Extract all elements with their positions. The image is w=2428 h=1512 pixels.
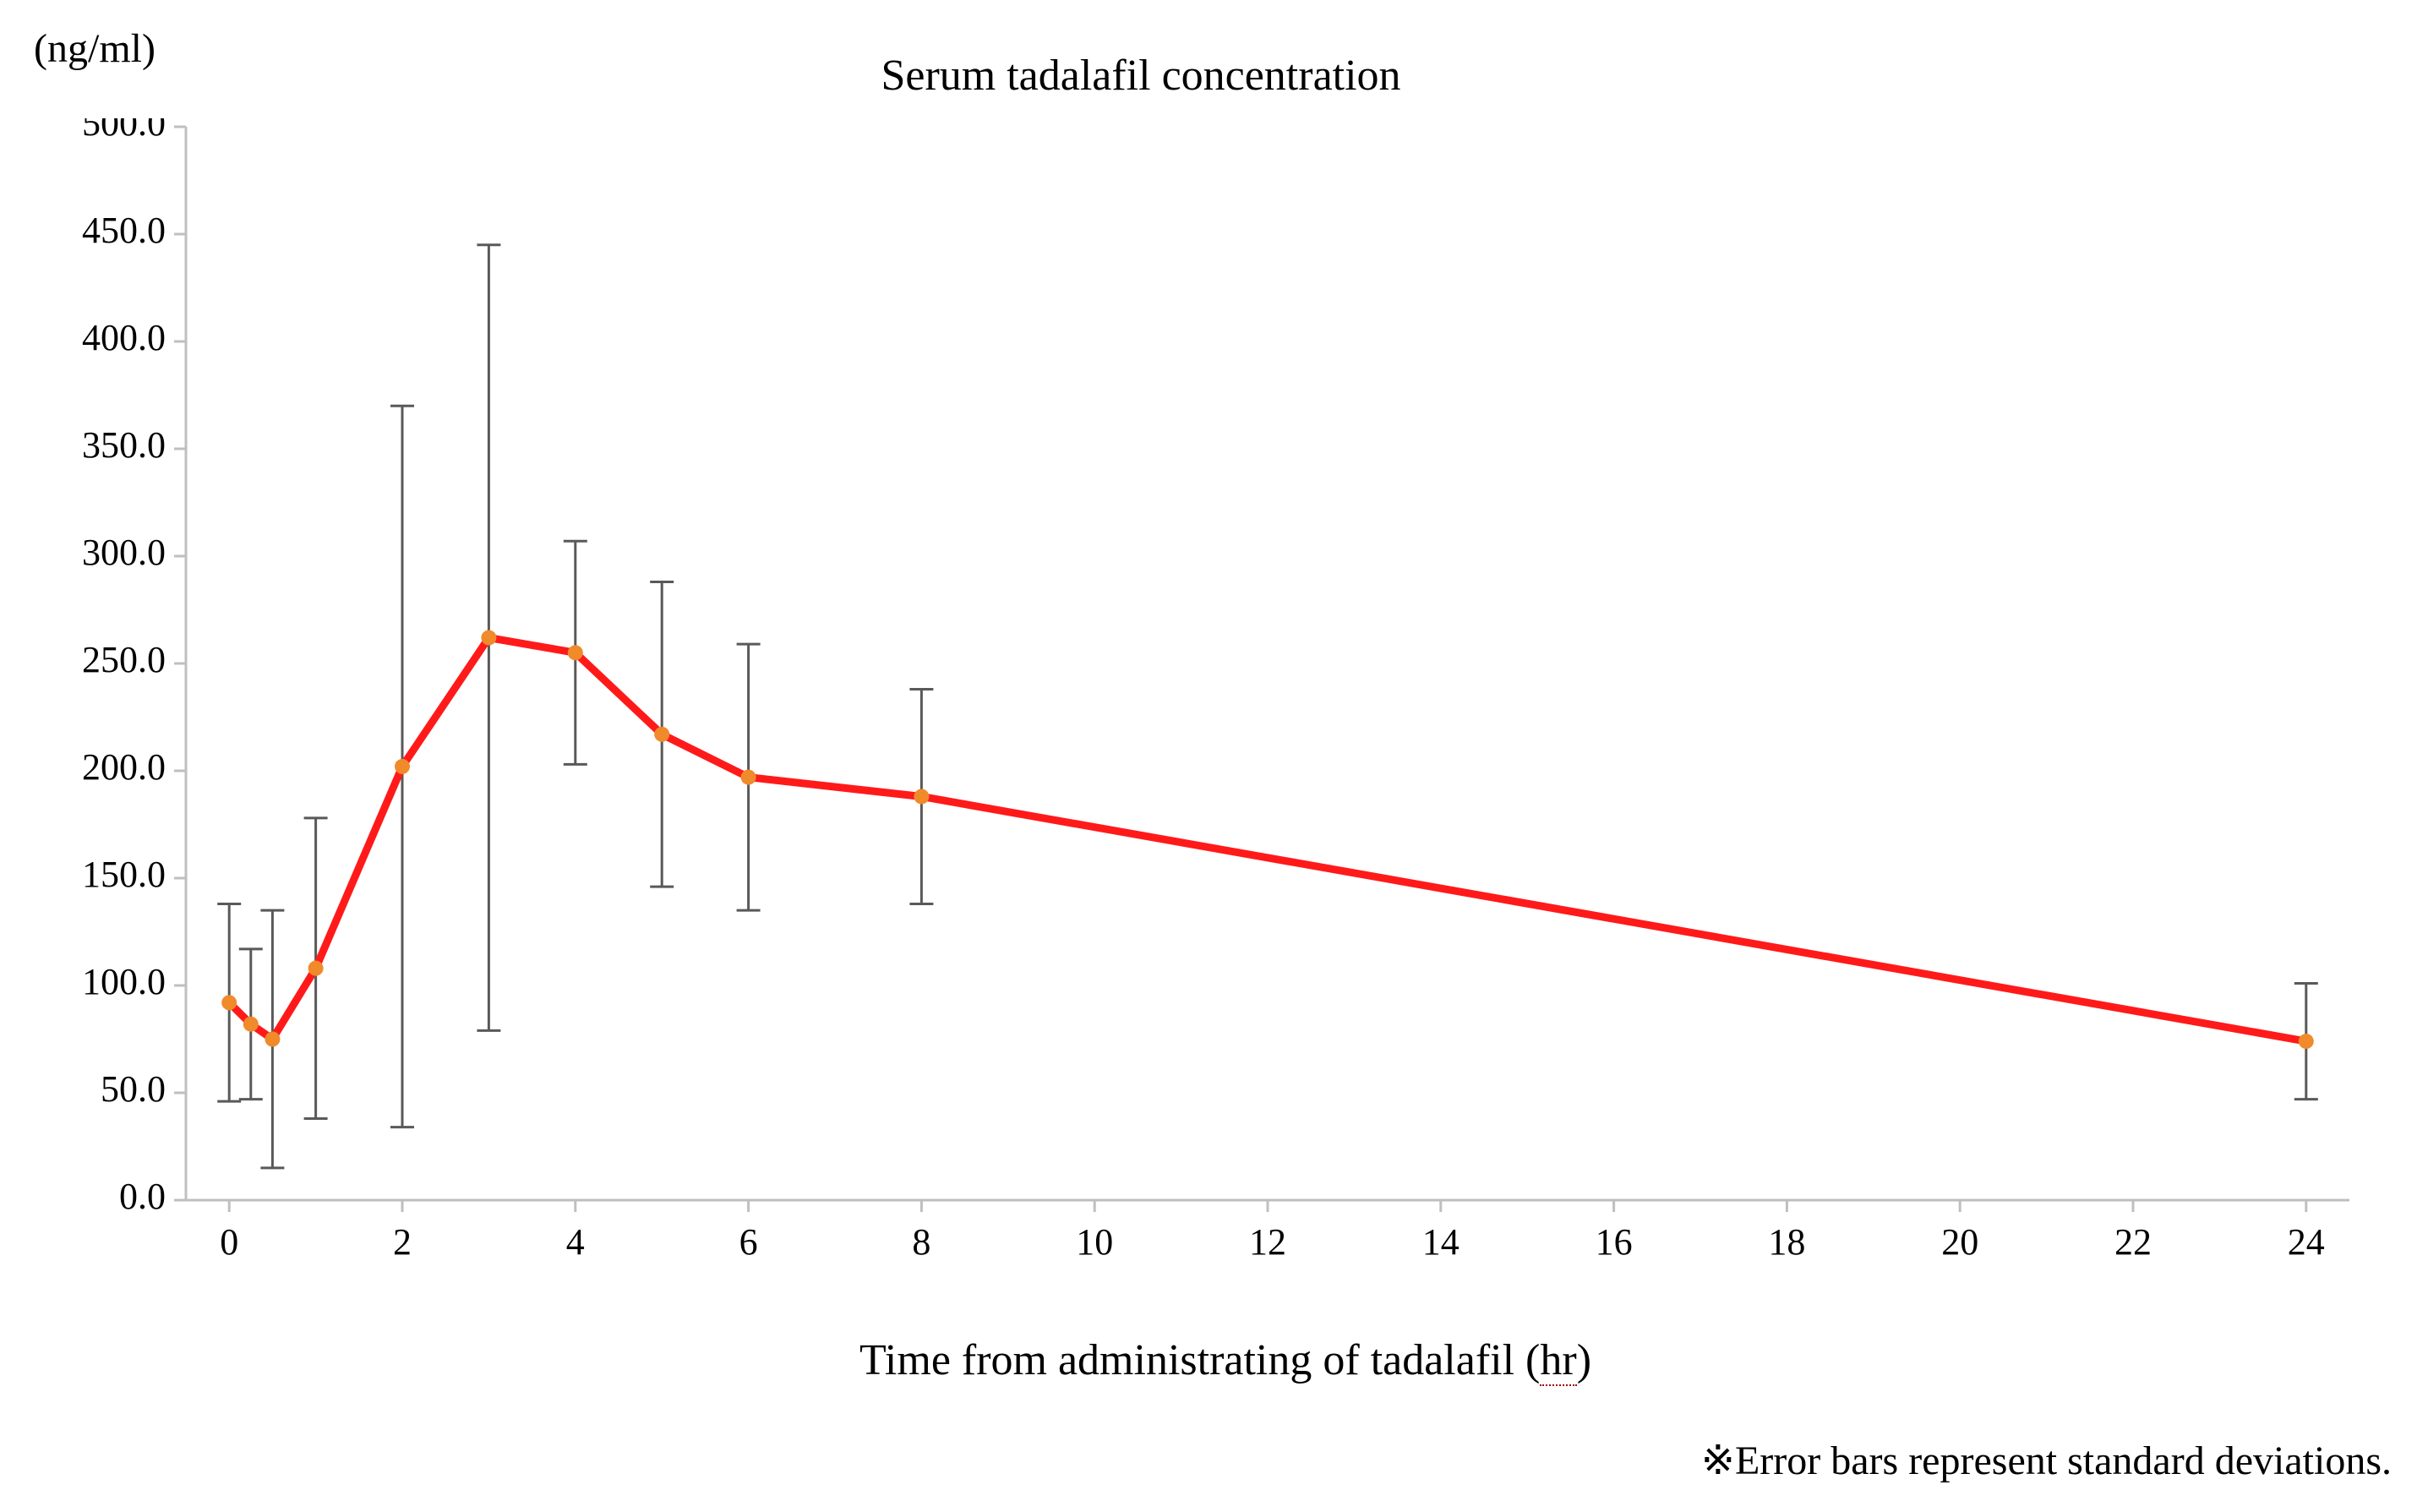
x-tick-label: 4 — [566, 1221, 585, 1263]
x-tick-label: 14 — [1422, 1221, 1460, 1263]
data-marker — [243, 1017, 259, 1032]
y-tick-label: 300.0 — [82, 532, 166, 573]
y-tick-label: 450.0 — [82, 210, 166, 251]
y-tick-label: 100.0 — [82, 961, 166, 1002]
y-tick-label: 250.0 — [82, 639, 166, 680]
x-tick-label: 10 — [1076, 1221, 1113, 1263]
y-tick-label: 0.0 — [119, 1176, 166, 1217]
data-marker — [914, 789, 929, 804]
chart-title: Serum tadalafil concentration — [592, 51, 1690, 101]
x-axis-label-suffix: ) — [1577, 1336, 1591, 1384]
y-tick-label: 350.0 — [82, 424, 166, 466]
data-marker — [568, 645, 583, 660]
data-marker — [395, 759, 410, 774]
data-marker — [741, 770, 756, 785]
data-marker — [308, 961, 324, 976]
x-tick-label: 0 — [220, 1221, 238, 1263]
data-line — [229, 638, 2306, 1042]
chart-plot-area: 0.0 50.0 100.0 150.0 200.0 250.0 300.0 350.0 400… — [59, 118, 2375, 1293]
x-tick-label: 12 — [1249, 1221, 1286, 1263]
y-tick-label: 150.0 — [82, 854, 166, 895]
x-tick-label: 22 — [2114, 1221, 2152, 1263]
x-tick-label: 18 — [1768, 1221, 1805, 1263]
y-tick-label: 400.0 — [82, 317, 166, 358]
y-axis-unit-label: (ng/ml) — [34, 25, 156, 72]
y-tick-label: 500.0 — [82, 118, 166, 144]
x-axis-label: Time from administrating of tadalafil (h… — [507, 1335, 1944, 1385]
chart-footnote: ※Error bars represent standard deviation… — [1099, 1437, 2392, 1484]
y-tick-label: 200.0 — [82, 746, 166, 788]
x-tick-label: 20 — [1941, 1221, 1978, 1263]
x-axis-label-prefix: Time from administrating of tadalafil ( — [859, 1336, 1540, 1384]
x-tick-label: 24 — [2288, 1221, 2325, 1263]
chart-container: { "chart": { "type": "line", "title": "S… — [0, 0, 2428, 1512]
x-tick-label: 8 — [912, 1221, 930, 1263]
data-marker — [2299, 1034, 2314, 1049]
x-axis-label-hr: hr — [1540, 1336, 1576, 1386]
y-tick-label: 50.0 — [101, 1068, 166, 1110]
data-marker — [654, 727, 669, 742]
data-marker — [221, 995, 237, 1010]
data-marker — [481, 630, 496, 646]
data-marker — [265, 1032, 280, 1047]
x-tick-label: 2 — [393, 1221, 412, 1263]
x-tick-label: 6 — [739, 1221, 758, 1263]
x-tick-label: 16 — [1596, 1221, 1633, 1263]
